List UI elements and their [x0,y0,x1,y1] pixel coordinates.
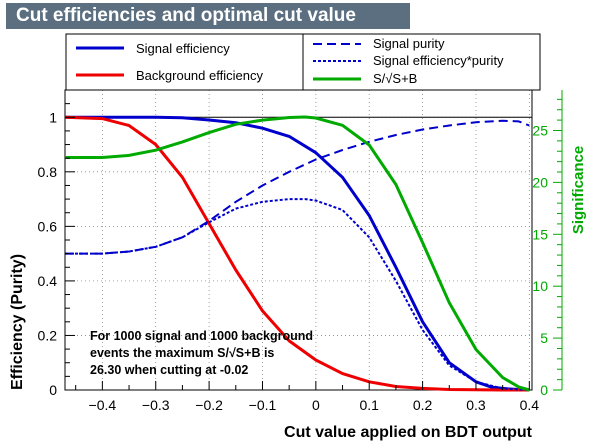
series-lines [64,115,530,392]
x-tick-label: 0.3 [466,397,486,413]
legend-label-signal-efficiency-purity: Signal efficiency*purity [373,53,504,68]
y-tick-label: 0.6 [38,218,58,234]
x-axis-ticks: −0.4 −0.3 −0.2 −0.1 0 0.1 0.2 0.3 0.4 [75,381,540,413]
x-tick-label: −0.2 [195,397,223,413]
x-axis-title: Cut value applied on BDT output [284,424,533,441]
y-tick-label: 0.4 [38,273,58,289]
y-axis-title: Efficiency (Purity) [9,254,26,390]
y-tick-label: 0.2 [38,327,58,343]
legend-label-signal-purity: Signal purity [373,36,445,51]
y-axis-ticks: 0 0.2 0.4 0.6 0.8 1 [38,103,75,398]
y-tick-label: 0 [49,382,57,398]
annotation-line-1: For 1000 signal and 1000 background [90,329,313,343]
series-line-signal-efficiency-purity [65,198,530,391]
annotation-line-3: 26.30 when cutting at -0.02 [90,363,248,377]
series-line-background-efficiency [64,115,530,392]
annotation-line-2: events the maximum S/√S+B is [90,346,274,360]
right-axis-ticks: 0 5 10 15 20 25 [532,98,562,398]
grid-lines [65,90,532,390]
chart-title: Cut efficiencies and optimal cut value [16,5,356,26]
title-bar: Cut efficiencies and optimal cut value [6,3,410,29]
right-tick-label: 20 [532,174,548,190]
annotation: For 1000 signal and 1000 background even… [90,329,313,377]
series-line-signal-efficiency [65,115,530,392]
right-axis-title: Significance [570,146,587,234]
y-tick-label: 1 [49,109,57,125]
plot-frame [64,89,533,391]
series-line-s-s-b [65,115,530,392]
legend: Signal efficiency Background efficiency … [65,33,541,91]
y-tick-label: 0.8 [38,164,58,180]
x-tick-label: −0.3 [142,397,170,413]
right-tick-label: 25 [532,122,548,138]
x-tick-label: 0.1 [359,397,379,413]
x-tick-label: 0 [312,397,320,413]
right-tick-label: 10 [532,278,548,294]
x-tick-label: 0.4 [520,397,540,413]
x-tick-label: −0.4 [89,397,117,413]
legend-label-signal-efficiency: Signal efficiency [136,41,230,56]
right-tick-label: 5 [540,330,548,346]
right-tick-label: 15 [532,226,548,242]
x-tick-label: −0.1 [249,397,277,413]
legend-label-background-efficiency: Background efficiency [136,68,263,83]
x-tick-label: 0.2 [413,397,433,413]
right-tick-label: 0 [540,382,548,398]
legend-label-significance: S/√S+B [373,71,417,86]
